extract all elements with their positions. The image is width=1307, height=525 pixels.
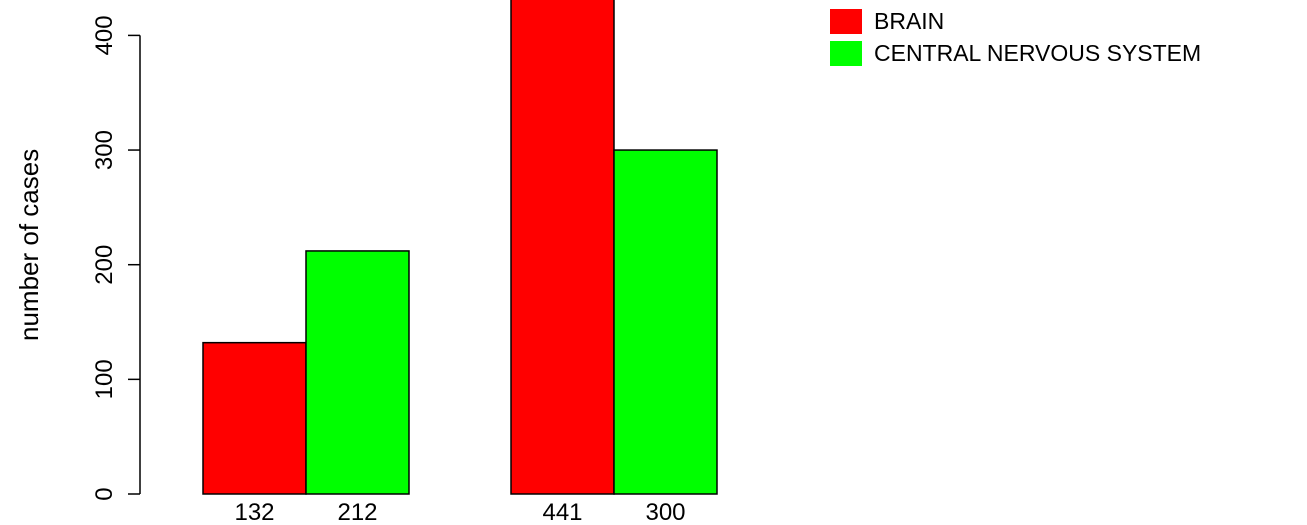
legend-label-brain: BRAIN — [874, 7, 945, 34]
bar-label-cns-group-1: 212 — [337, 499, 377, 525]
y-tick-label-300: 300 — [91, 130, 118, 170]
bar-brain-group-1 — [202, 341, 307, 495]
y-tick-label-200: 200 — [91, 245, 118, 285]
legend-item-brain: BRAIN — [830, 5, 1201, 37]
bar-label-brain-group-1: 132 — [234, 499, 274, 525]
legend-item-cns: CENTRAL NERVOUS SYSTEM — [830, 37, 1201, 69]
legend-swatch-brain — [830, 8, 862, 34]
y-axis-label: number of cases — [14, 148, 44, 341]
bar-cns-group-1 — [305, 250, 410, 495]
bar-cns-group-2 — [613, 149, 718, 495]
y-tick-label-400: 400 — [91, 15, 118, 55]
legend-label-cns: CENTRAL NERVOUS SYSTEM — [874, 39, 1202, 66]
bar-brain-group-2 — [510, 0, 615, 495]
legend-swatch-cns — [830, 40, 862, 66]
bar-label-cns-group-2: 300 — [645, 499, 685, 525]
legend: BRAIN CENTRAL NERVOUS SYSTEM — [830, 5, 1201, 69]
y-tick-label-0: 0 — [91, 487, 118, 500]
y-tick-label-100: 100 — [91, 359, 118, 399]
bar-label-brain-group-2: 441 — [542, 499, 582, 525]
